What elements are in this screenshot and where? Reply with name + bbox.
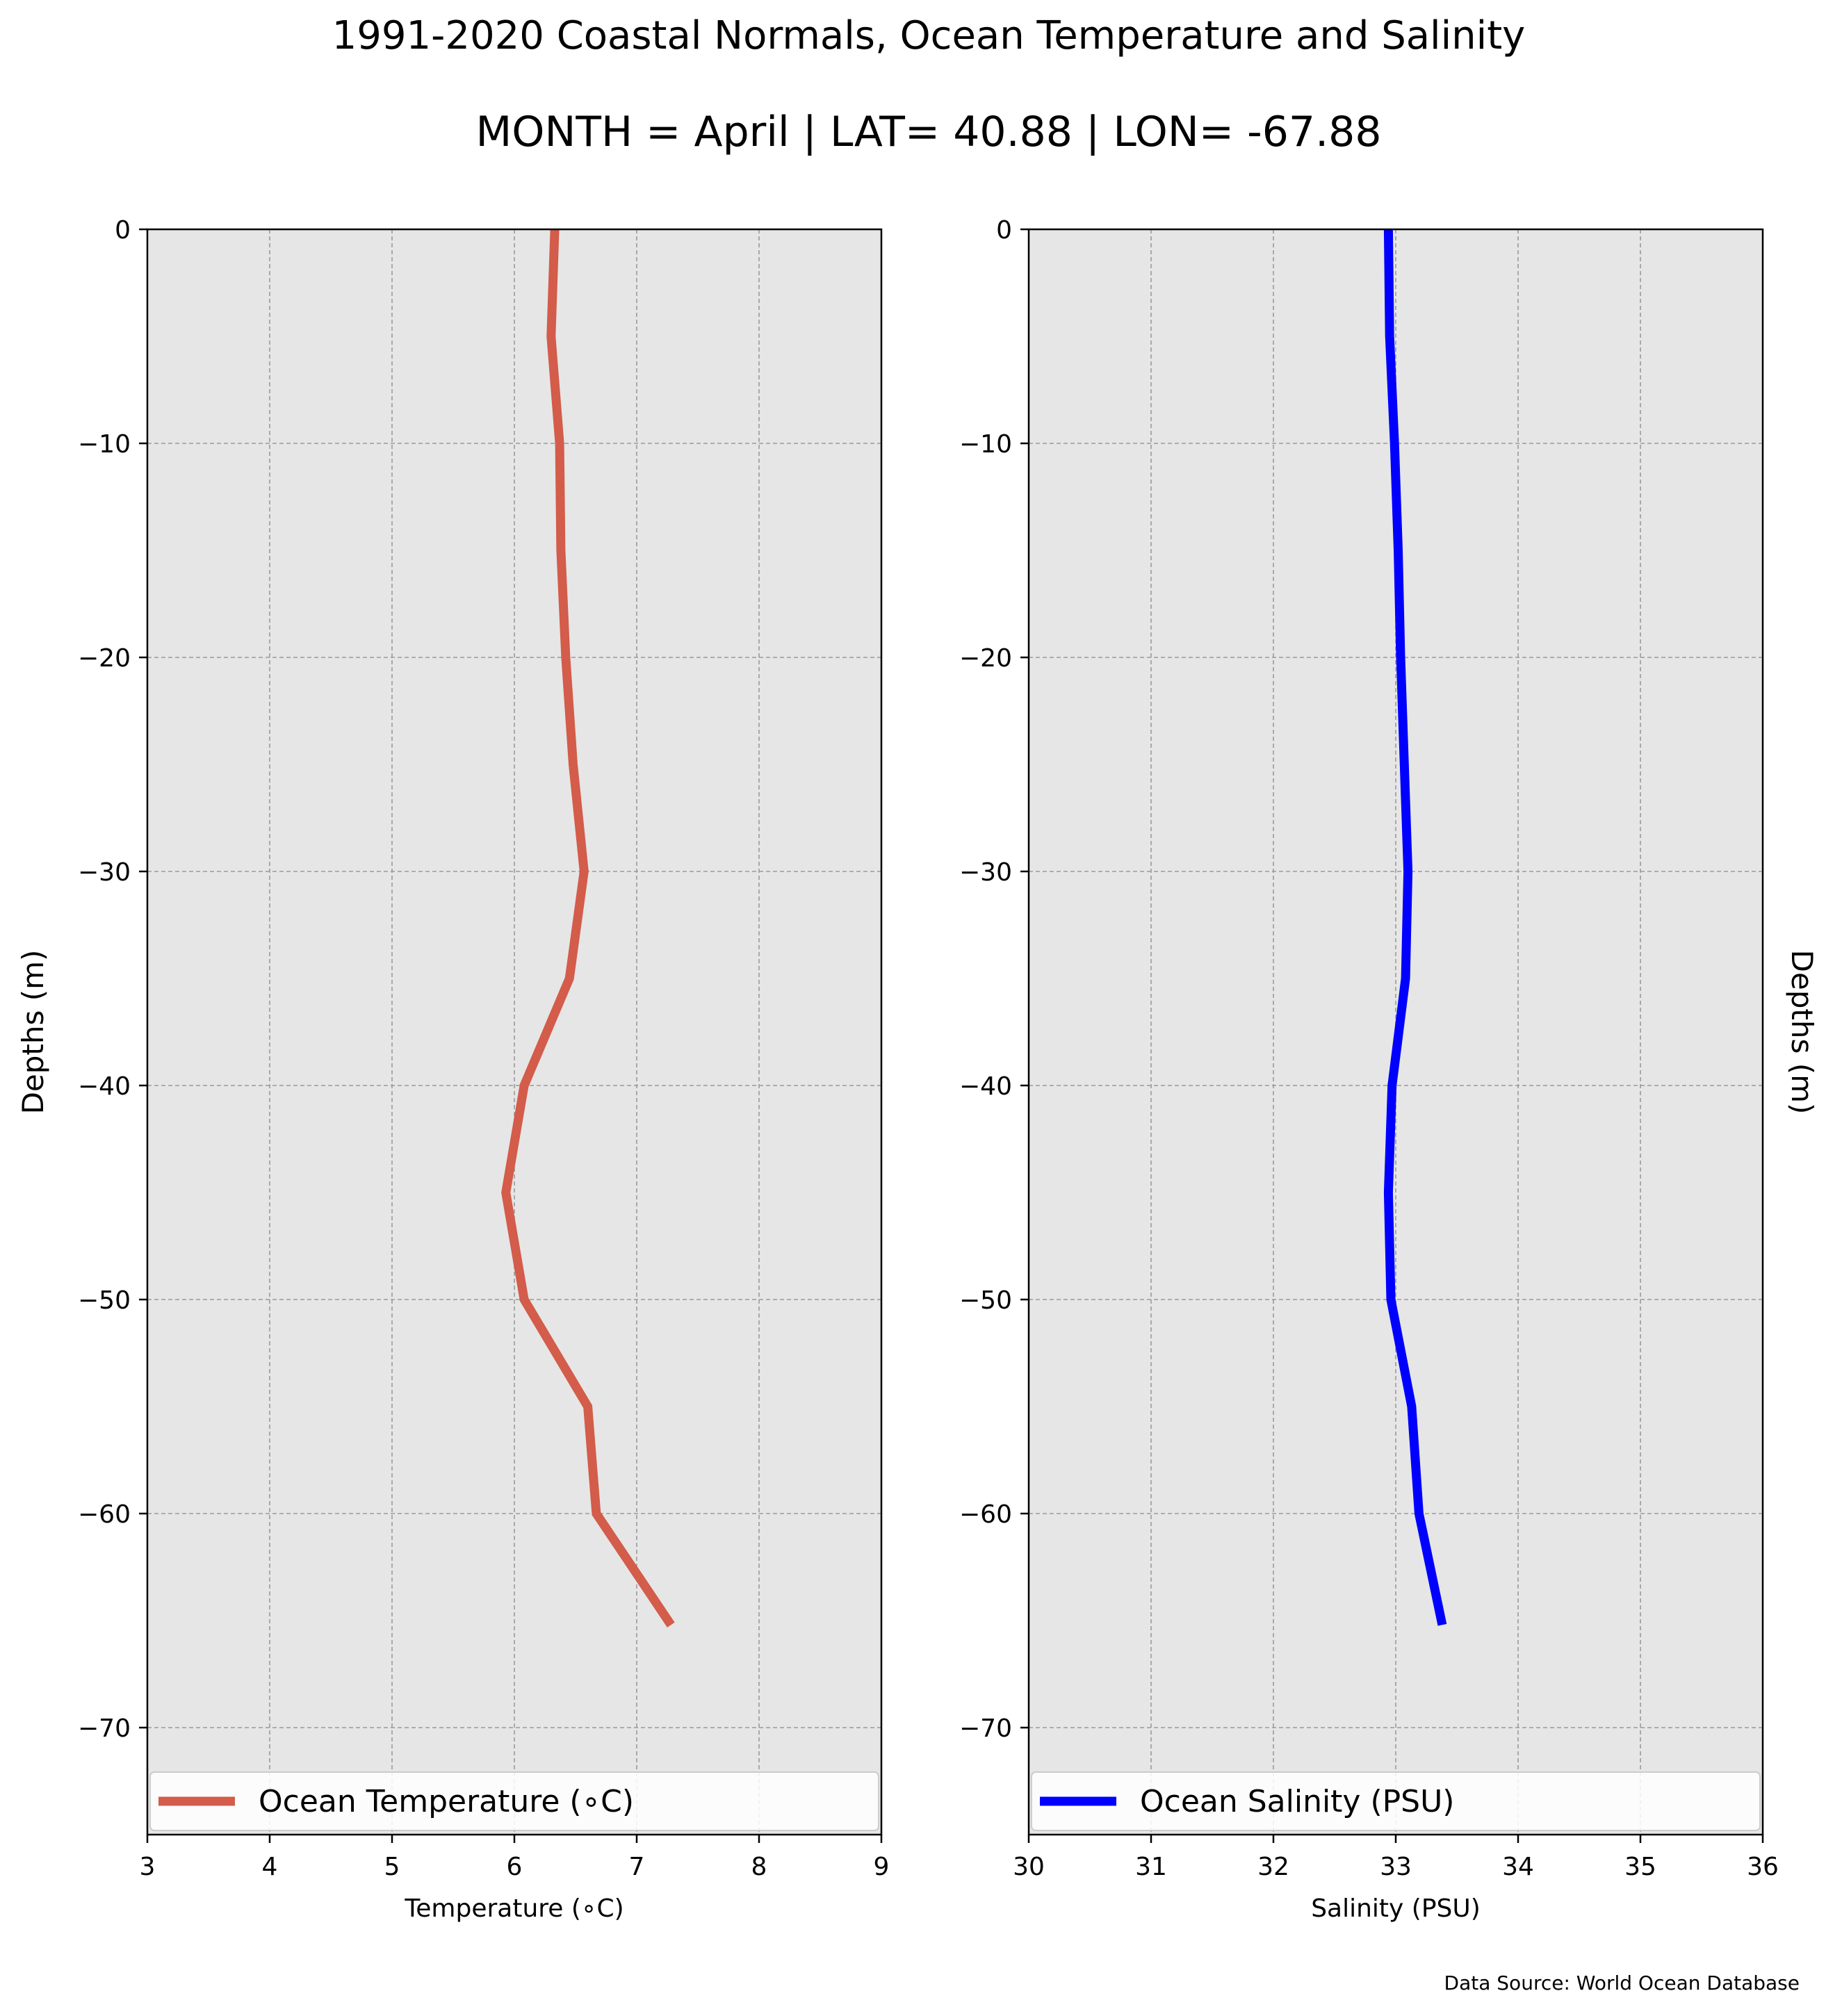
y-tick-label: −10 [78, 430, 131, 459]
legend-box [1031, 1771, 1761, 1831]
x-tick-label: 4 [262, 1853, 278, 1881]
y-tick-label: 0 [996, 216, 1012, 245]
y-axis-label: Depths (m) [16, 950, 50, 1115]
legend-label: Ocean Salinity (PSU) [1140, 1784, 1454, 1819]
x-tick-label: 3 [140, 1853, 156, 1881]
x-tick-label: 6 [507, 1853, 523, 1881]
y-axis-label: Depths (m) [1785, 950, 1819, 1115]
legend-label: Ocean Temperature (∘C) [259, 1784, 634, 1819]
legend: Ocean Temperature (∘C) [149, 1771, 879, 1831]
figure-subtitle: MONTH = April | LAT= 40.88 | LON= -67.88 [475, 108, 1381, 156]
x-tick-label: 33 [1380, 1853, 1412, 1881]
y-tick-label: −30 [959, 858, 1012, 887]
x-tick-label: 35 [1624, 1853, 1656, 1881]
y-tick-label: −30 [78, 858, 131, 887]
figure-title: 1991-2020 Coastal Normals, Ocean Tempera… [332, 13, 1526, 58]
x-tick-label: 36 [1747, 1853, 1779, 1881]
y-tick-label: −60 [78, 1500, 131, 1529]
data-source-note: Data Source: World Ocean Database [1444, 1972, 1800, 1994]
x-axis-label: Salinity (PSU) [1311, 1894, 1481, 1923]
y-tick-label: −40 [78, 1072, 131, 1101]
legend-box [149, 1771, 879, 1831]
y-tick-label: −20 [959, 644, 1012, 673]
x-tick-label: 7 [629, 1853, 645, 1881]
x-tick-label: 8 [751, 1853, 767, 1881]
series-line [1383, 229, 1447, 1626]
x-tick-label: 34 [1502, 1853, 1534, 1881]
y-tick-label: −20 [78, 644, 131, 673]
y-tick-label: −70 [78, 1714, 131, 1743]
chart-panel-2: 30 31 32 33 34 35 36 0 −10 −20 −30 −40 −50 −60 −70 Sali… [959, 216, 1819, 1923]
y-tick-label: −50 [78, 1286, 131, 1315]
chart-panels: 3 4 5 6 7 8 90−10−20−30−40−50−60−70Temperature… [16, 216, 1819, 1923]
chart-panel-1: 3 4 5 6 7 8 9 0 −10 −20 −30 −40 −50 −60 −70 Temperature… [16, 216, 889, 1923]
legend: Ocean Salinity (PSU) [1031, 1771, 1761, 1831]
x-tick-label: 31 [1135, 1853, 1167, 1881]
series-line [501, 229, 675, 1628]
y-tick-label: −10 [959, 430, 1012, 459]
y-tick-label: −50 [959, 1286, 1012, 1315]
x-tick-label: 32 [1257, 1853, 1289, 1881]
x-tick-label: 9 [874, 1853, 890, 1881]
y-tick-label: −70 [959, 1714, 1012, 1743]
y-tick-label: −40 [959, 1072, 1012, 1101]
x-tick-label: 5 [384, 1853, 400, 1881]
y-tick-label: −60 [959, 1500, 1012, 1529]
x-axis-label: Temperature (∘C) [404, 1894, 623, 1923]
x-tick-label: 30 [1013, 1853, 1045, 1881]
y-tick-label: 0 [115, 216, 131, 245]
